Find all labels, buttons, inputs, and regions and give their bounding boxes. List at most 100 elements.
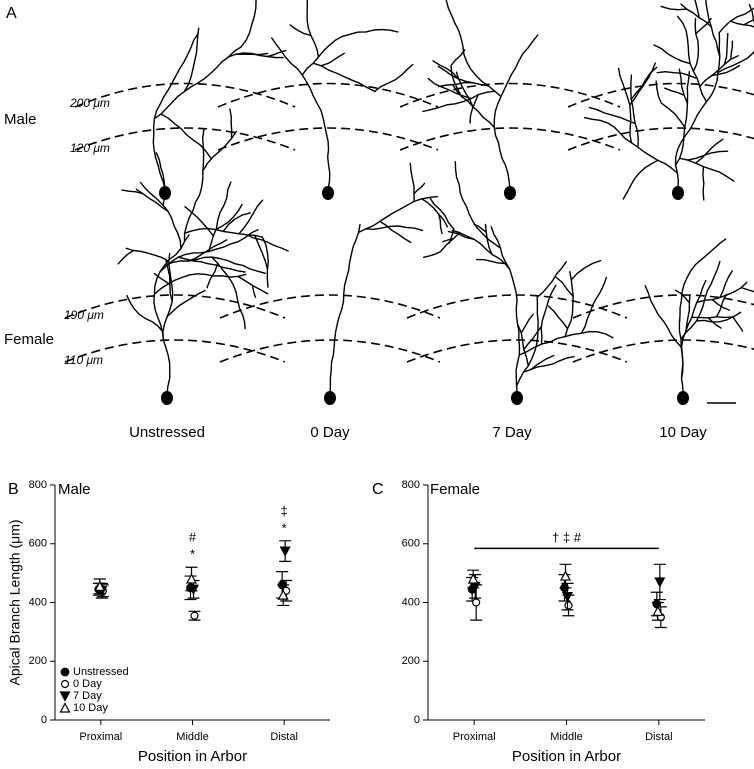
marker xyxy=(560,570,571,581)
dendrite xyxy=(493,34,539,190)
dendrite xyxy=(413,182,426,195)
distance-arc xyxy=(64,294,286,319)
marker xyxy=(59,702,71,713)
dendrite xyxy=(235,52,269,56)
dendrite xyxy=(253,234,269,270)
chart-title: Female xyxy=(430,481,480,498)
dendrite xyxy=(518,330,614,356)
dendrite xyxy=(422,90,496,113)
dendrite xyxy=(717,51,754,74)
dendrite xyxy=(707,317,722,329)
dendrite xyxy=(711,64,741,77)
dendrite xyxy=(490,225,521,395)
y-tick-label: 400 xyxy=(29,596,47,608)
dendrite xyxy=(469,93,480,124)
dendrite xyxy=(674,31,721,190)
dendrite xyxy=(152,32,199,190)
distance-label: 190 μm xyxy=(64,308,104,322)
row-label: Male xyxy=(4,111,37,128)
dendrite xyxy=(723,32,729,66)
dendrite xyxy=(438,213,443,235)
dendrite xyxy=(740,287,754,293)
y-tick-label: 800 xyxy=(402,479,420,491)
dendrite xyxy=(312,62,376,93)
dendrite xyxy=(117,249,135,265)
x-tick-label: Proximal xyxy=(79,731,122,743)
dendrite xyxy=(184,206,215,237)
dendrite xyxy=(655,80,662,104)
dendrite xyxy=(687,150,729,161)
legend-label: 10 Day xyxy=(73,702,108,714)
dendrite xyxy=(183,128,205,243)
dendrite xyxy=(676,15,708,103)
dendrite xyxy=(547,305,569,330)
distance-label: 120 μm xyxy=(70,141,110,155)
dendrite xyxy=(570,259,602,281)
panel-label: A xyxy=(6,5,17,22)
dendrite xyxy=(183,227,264,238)
dendrite xyxy=(580,276,608,334)
dendrite xyxy=(207,181,232,253)
dendrite xyxy=(229,108,233,140)
soma xyxy=(161,391,173,405)
dendrite xyxy=(517,324,529,367)
distance-arc xyxy=(217,127,439,151)
dendrite xyxy=(484,223,493,256)
marker xyxy=(279,546,291,557)
dendrite xyxy=(630,66,658,101)
dendrite xyxy=(432,60,459,80)
column-label: 0 Day xyxy=(310,424,350,441)
dendrite xyxy=(427,77,472,100)
dendrite xyxy=(421,198,449,228)
dendrite xyxy=(454,160,502,249)
dendrite xyxy=(588,106,636,125)
dendrite xyxy=(379,220,412,244)
dendrite xyxy=(540,284,557,345)
panel-label: B xyxy=(8,481,19,498)
dendrite xyxy=(536,261,567,298)
dendrite xyxy=(674,70,691,167)
column-label: 10 Day xyxy=(659,424,707,441)
dendrite xyxy=(214,203,243,231)
distance-arc xyxy=(406,339,628,363)
dendrite xyxy=(730,40,734,60)
dendrite xyxy=(374,63,414,93)
dendrite xyxy=(644,285,682,348)
marker xyxy=(654,577,666,588)
distance-arc xyxy=(74,82,296,108)
dendrite xyxy=(301,28,399,76)
y-tick-label: 800 xyxy=(29,479,47,491)
x-tick-label: Middle xyxy=(550,731,582,743)
legend-label: Unstressed xyxy=(73,666,129,678)
dendrite xyxy=(450,64,463,98)
y-tick-label: 200 xyxy=(29,655,47,667)
distance-arc xyxy=(567,82,754,108)
dendrite xyxy=(166,289,206,318)
dendrite xyxy=(163,256,266,274)
dendrite xyxy=(702,165,705,201)
dendrite xyxy=(447,230,475,241)
marker xyxy=(564,601,573,610)
dendrite xyxy=(306,0,320,58)
dendrite xyxy=(237,275,269,295)
dendrite xyxy=(522,355,575,373)
dendrite xyxy=(732,316,744,332)
dendrite xyxy=(251,284,257,298)
dendrite xyxy=(437,81,474,88)
distance-arc xyxy=(572,339,754,363)
marker xyxy=(59,691,71,702)
y-tick-label: 400 xyxy=(402,596,420,608)
dendrite xyxy=(409,162,415,203)
soma xyxy=(511,391,523,405)
dendrite xyxy=(153,273,247,295)
dendrite xyxy=(445,0,502,98)
dendrite xyxy=(266,49,287,58)
distance-arc xyxy=(572,294,754,319)
dendrite xyxy=(476,258,506,265)
dendrite xyxy=(238,307,246,330)
marker xyxy=(467,573,479,584)
y-tick-label: 200 xyxy=(402,655,420,667)
dendrite xyxy=(153,46,242,120)
dendrite xyxy=(428,196,455,230)
